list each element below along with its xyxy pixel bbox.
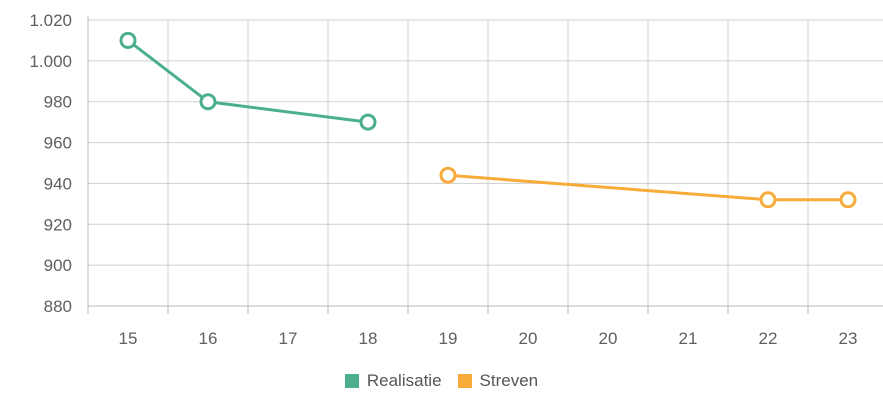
x-tick-label: 16	[199, 329, 218, 348]
y-tick-label: 900	[44, 256, 72, 275]
grid	[88, 19, 883, 307]
legend-swatch-streven	[457, 374, 472, 388]
y-tick-label: 940	[44, 174, 72, 193]
y-tick-label: 960	[44, 134, 72, 153]
legend-item-realisatie[interactable]: Realisatie	[344, 371, 442, 391]
legend-label-realisatie: Realisatie	[366, 371, 442, 390]
line-chart: 880 900 920 940 960 980 1.000 1.020 15 16 17 18 19 20…	[29, 11, 883, 348]
data-point-realisatie	[199, 93, 217, 111]
legend-item-streven[interactable]: Streven	[457, 371, 539, 391]
data-point-streven	[839, 191, 857, 209]
x-tick-label: 20	[599, 329, 618, 348]
x-tick-label: 19	[439, 329, 458, 348]
x-tick-label: 22	[759, 329, 778, 348]
axes: 880 900 920 940 960 980 1.000 1.020 15 16 17 18 19 20…	[29, 11, 883, 348]
legend: Realisatie Streven	[0, 371, 883, 391]
data-points	[119, 31, 857, 209]
data-point-streven	[759, 191, 777, 209]
x-tick-label: 18	[359, 329, 378, 348]
legend-swatch-realisatie	[344, 374, 359, 388]
y-tick-label: 880	[44, 297, 72, 316]
y-tick-label: 980	[44, 93, 72, 112]
x-tick-label: 23	[839, 329, 858, 348]
x-tick-label: 17	[279, 329, 298, 348]
legend-label-streven: Streven	[479, 371, 539, 390]
x-tick-label: 20	[519, 329, 538, 348]
x-tick-label: 15	[119, 329, 138, 348]
data-point-realisatie	[359, 113, 377, 131]
y-tick-label: 1.020	[29, 11, 72, 30]
data-point-realisatie	[119, 31, 137, 49]
y-tick-label: 1.000	[29, 52, 72, 71]
x-tick-label: 21	[679, 329, 698, 348]
data-point-streven	[439, 166, 457, 184]
y-tick-label: 920	[44, 215, 72, 234]
